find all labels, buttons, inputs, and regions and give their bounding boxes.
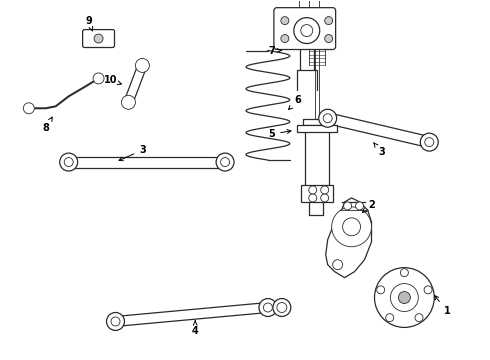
FancyBboxPatch shape	[303, 119, 333, 125]
Text: 3: 3	[119, 145, 146, 161]
Circle shape	[400, 269, 408, 276]
Circle shape	[220, 158, 229, 167]
Circle shape	[424, 286, 432, 294]
Circle shape	[374, 268, 434, 328]
Text: 9: 9	[85, 15, 93, 31]
Text: 4: 4	[192, 321, 198, 336]
Text: 2: 2	[363, 200, 375, 212]
Circle shape	[309, 194, 317, 202]
Circle shape	[64, 158, 73, 167]
FancyBboxPatch shape	[274, 8, 336, 50]
Circle shape	[273, 298, 291, 316]
Circle shape	[277, 302, 287, 312]
Circle shape	[309, 186, 317, 194]
Circle shape	[93, 73, 104, 84]
Circle shape	[333, 260, 343, 270]
Circle shape	[415, 314, 423, 322]
Text: 8: 8	[42, 117, 52, 133]
Circle shape	[301, 24, 313, 37]
Circle shape	[281, 17, 289, 24]
Circle shape	[332, 207, 371, 247]
Polygon shape	[326, 198, 371, 278]
Circle shape	[24, 103, 34, 114]
Text: 7: 7	[269, 45, 281, 55]
Circle shape	[420, 133, 438, 151]
Circle shape	[398, 292, 410, 303]
Text: 5: 5	[269, 129, 291, 139]
Circle shape	[321, 186, 329, 194]
Circle shape	[264, 303, 272, 312]
Circle shape	[318, 109, 337, 127]
FancyBboxPatch shape	[301, 185, 333, 202]
Circle shape	[343, 202, 352, 210]
Circle shape	[294, 18, 319, 44]
Circle shape	[216, 153, 234, 171]
Circle shape	[325, 17, 333, 24]
Circle shape	[94, 34, 103, 43]
Circle shape	[391, 284, 418, 311]
Circle shape	[135, 58, 149, 72]
Circle shape	[122, 95, 135, 109]
Circle shape	[325, 35, 333, 42]
Circle shape	[356, 202, 364, 210]
Text: 6: 6	[289, 95, 301, 109]
Circle shape	[343, 218, 361, 236]
FancyBboxPatch shape	[83, 30, 115, 48]
Circle shape	[323, 114, 332, 123]
Circle shape	[377, 286, 385, 294]
Circle shape	[111, 317, 120, 326]
Circle shape	[60, 153, 77, 171]
Text: 3: 3	[373, 143, 385, 157]
Text: 10: 10	[104, 75, 122, 85]
Circle shape	[425, 138, 434, 147]
Circle shape	[321, 194, 329, 202]
Circle shape	[259, 298, 277, 316]
Circle shape	[386, 314, 394, 322]
Circle shape	[106, 312, 124, 330]
Circle shape	[281, 35, 289, 42]
Text: 1: 1	[435, 296, 451, 316]
FancyBboxPatch shape	[297, 125, 337, 132]
